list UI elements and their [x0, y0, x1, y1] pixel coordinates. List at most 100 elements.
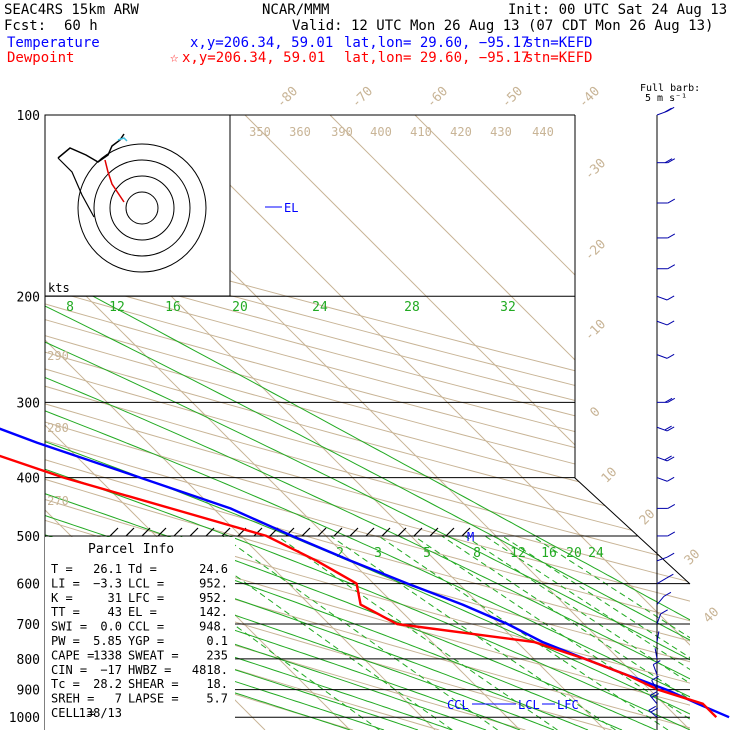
parcel-field-value: 24.6: [199, 562, 228, 576]
parcel-field-label: TT =: [51, 605, 80, 619]
parcel-field-label: CIN =: [51, 663, 87, 677]
isotherm-line: [414, 115, 690, 730]
wind-barb: [656, 476, 675, 482]
tick-mark: [365, 527, 375, 537]
parcel-field-label: HWBZ =: [128, 663, 171, 677]
mixing-ratio-label: 12: [510, 546, 526, 561]
mixing-ratio-label: 5: [423, 546, 431, 561]
wind-barb: [657, 264, 676, 270]
tick-mark: [301, 527, 311, 537]
isotherm-label: -80: [274, 84, 301, 111]
annotation-el: EL: [284, 201, 298, 215]
pressure-tick-label: 100: [17, 109, 40, 124]
pressure-tick-label: 600: [17, 578, 40, 593]
temperature-legend-label: Temperature: [7, 35, 100, 51]
theta-label: 420: [450, 125, 472, 139]
pressure-tick-label: 1000: [9, 711, 40, 726]
parcel-field-label: SWEAT =: [128, 648, 179, 662]
isotherm-label: -50: [499, 84, 526, 111]
wind-barb: [656, 609, 668, 625]
dewpoint-legend-label: Dewpoint: [7, 50, 75, 66]
tick-mark: [173, 527, 183, 537]
mixing-ratio-label: 32: [500, 300, 516, 315]
wind-barb: [649, 691, 660, 705]
wind-barb: [648, 705, 659, 718]
moist-adiabat-line: [45, 115, 690, 730]
theta-label: 400: [370, 125, 392, 139]
theta-label: 390: [331, 125, 353, 139]
mixing-ratio-label: 8: [473, 546, 481, 561]
parcel-field-label: PW =: [51, 634, 80, 648]
dry-adiabat-line: [45, 115, 690, 730]
hodograph: kts: [44, 114, 231, 297]
moist-adiabat-line: [45, 115, 690, 730]
dry-adiabat-line: [45, 115, 690, 730]
moist-adiabat-line: [45, 115, 690, 730]
parcel-field-label: LI =: [51, 576, 80, 590]
parcel-field-value: 1338: [93, 648, 122, 662]
moist-adiabat-line: [45, 115, 690, 730]
parcel-field-value: 948.: [199, 620, 228, 634]
tick-mark: [397, 527, 407, 537]
right-border: [574, 115, 691, 585]
parcel-field-value: −3.3: [93, 576, 122, 590]
mixing-ratio-line: [378, 535, 669, 730]
moist-adiabat-line: [45, 115, 453, 730]
tick-mark: [109, 527, 119, 537]
tick-mark: [429, 527, 439, 537]
mixing-ratio-label: 24: [588, 546, 604, 561]
hodograph-ring: [93, 159, 191, 257]
tick-mark: [461, 527, 471, 537]
wind-barb: [657, 233, 676, 239]
tick-mark: [157, 527, 167, 537]
wind-barb: [657, 531, 676, 537]
wind-barb: [656, 552, 675, 562]
parcel-field-value: 43: [108, 605, 122, 619]
parcel-field-value: 0.1: [206, 634, 228, 648]
parcel-field-label: SHEAR =: [128, 677, 179, 691]
parcel-field-label: SREH =: [51, 692, 94, 706]
hodograph-trace: [57, 133, 125, 163]
isotherm-line: [0, 115, 10, 730]
parcel-field-label: CAPE =: [51, 648, 94, 662]
isotherm-label: 40: [701, 605, 723, 627]
tick-mark: [333, 527, 343, 537]
isotherm-label: 20: [637, 507, 659, 529]
parcel-field-value: 4818.: [192, 663, 228, 677]
isotherm-label: 30: [682, 547, 704, 569]
theta-label: 280: [47, 421, 69, 435]
mixing-ratio-label: 16: [541, 546, 557, 561]
dry-adiabat-line: [45, 115, 690, 730]
parcel-field-value: 18.: [206, 677, 228, 691]
dewpoint-legend-star-icon: ☆: [170, 50, 179, 66]
parcel-field-label: T =: [51, 562, 73, 576]
hodograph-rings: [57, 133, 207, 273]
tick-mark: [445, 527, 455, 537]
tick-mark: [317, 527, 327, 537]
tick-mark: [221, 527, 231, 537]
theta-label: 350: [249, 125, 271, 139]
barb-scale-units: 5 m s⁻¹: [645, 93, 688, 104]
hodograph-ring: [125, 191, 159, 225]
parcel-field-value: 142.: [199, 605, 228, 619]
theta-label: 410: [410, 125, 432, 139]
parcel-field-value: 26.1: [93, 562, 122, 576]
annotation-ccl: CCL: [447, 698, 469, 712]
hodograph-trace: [57, 157, 95, 218]
parcel-field-label: LFC =: [128, 591, 164, 605]
pressure-tick-label: 500: [17, 530, 40, 545]
parcel-field-value: 5.85: [93, 634, 122, 648]
mixing-ratio-line: [441, 535, 690, 730]
isotherm-line: [159, 115, 690, 730]
dry-adiabat-line: [45, 115, 690, 730]
isotherm-label: -60: [424, 84, 451, 111]
isotherm-line: [244, 115, 690, 730]
isotherm-line: [74, 115, 690, 730]
parcel-field-label: EL =: [128, 605, 157, 619]
mixing-ratio-label: 12: [109, 300, 125, 315]
temperature-legend-latlon: lat,lon= 29.60, −95.17: [344, 35, 530, 51]
tick-mark: [253, 527, 263, 537]
parcel-field-label: Td =: [128, 562, 157, 576]
dry-adiabat-line: [45, 115, 690, 730]
moist-adiabat-line: [45, 115, 657, 730]
